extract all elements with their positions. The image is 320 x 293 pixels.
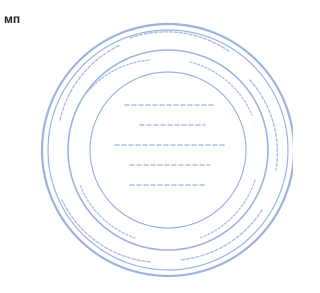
stamp-inner-ring: [90, 72, 246, 228]
document: мп: [0, 0, 293, 293]
stamp: [42, 24, 293, 276]
stamp-outer-ring: [42, 24, 293, 276]
mp-label: мп: [4, 12, 20, 26]
stamp-ring: [48, 30, 288, 270]
stamp-ring: [68, 50, 268, 250]
stamp-center-text: [115, 105, 225, 185]
stamp-circular-text: [78, 60, 255, 238]
page: {"document": {"label": "мп"}} мп (() => …: [0, 0, 293, 293]
